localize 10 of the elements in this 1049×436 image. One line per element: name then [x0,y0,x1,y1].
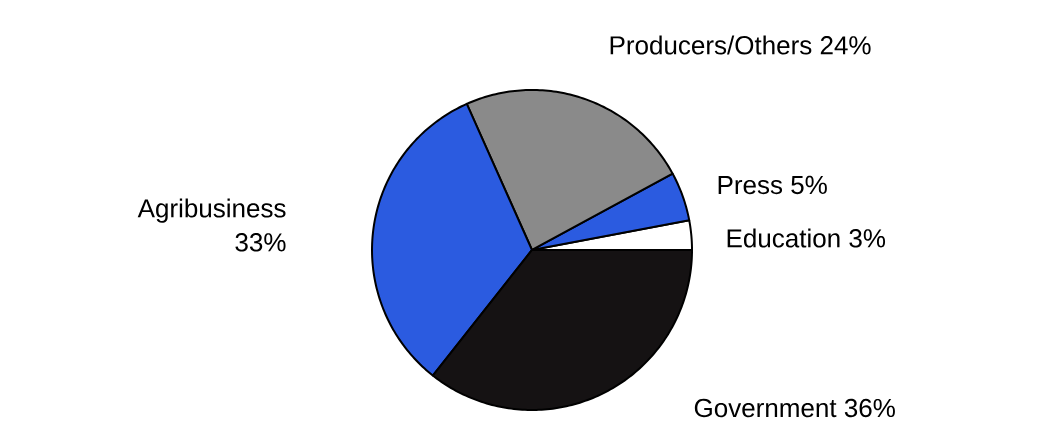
slice-label: Producers/Others [610,35,812,55]
slice-label: Agribusiness [137,198,286,223]
data-label: 36% [844,398,895,418]
data-label: 5% [791,175,827,195]
data-label: 24% [820,36,871,55]
slice-label: Government [694,398,837,418]
slice-label: Press [718,175,783,195]
data-label: 3% [849,229,886,248]
slice-label: Education [727,228,840,248]
data-label: 33% [235,233,286,252]
